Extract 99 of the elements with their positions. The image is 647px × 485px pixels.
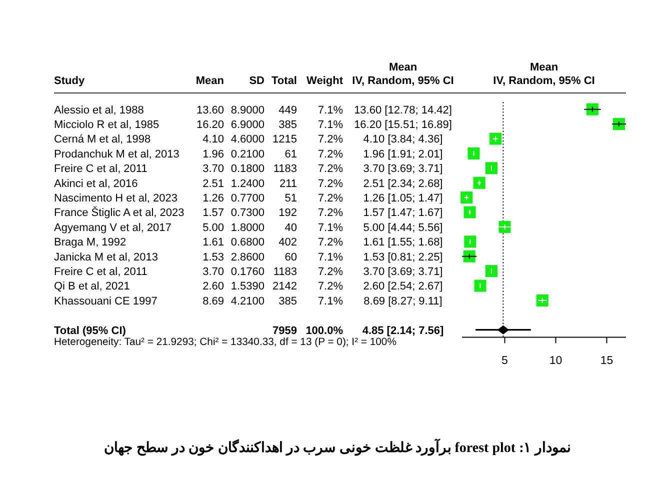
data-label: 7959 <box>272 324 297 337</box>
data-label: 1.53 [0.81; 2.25] <box>363 251 443 264</box>
data-label: 1.5390 <box>230 280 264 293</box>
y-tick-label: Total (95% CI) <box>54 324 126 337</box>
data-label: 7.1% <box>318 295 343 308</box>
data-label: 3.70 [3.69; 3.71] <box>363 266 443 278</box>
data-label: 7.1% <box>318 104 343 116</box>
data-label: 3.70 <box>202 266 224 278</box>
data-label: 1215 <box>272 134 297 146</box>
y-tick-label: Akinci et al, 2016 <box>54 178 138 190</box>
y-tick-label: Alessio et al, 1988 <box>54 104 144 116</box>
y-tick-label: Nascimento H et al, 2023 <box>54 192 178 204</box>
data-label: 1.96 [1.91; 2.01] <box>363 148 443 160</box>
data-label: 51 <box>284 192 297 204</box>
data-label: 2142 <box>272 280 297 293</box>
data-label: 449 <box>278 104 297 116</box>
y-tick-label: Freire C et al, 2011 <box>54 266 148 278</box>
data-label: 3.70 <box>202 163 224 176</box>
annotation: Heterogeneity: Tau² = 21.9293; Chi² = 13340.33, df = 13 (P = 0); I² = 100% <box>54 338 396 348</box>
data-label: 1.26 [1.05; 1.47] <box>363 192 443 204</box>
data-label: 60 <box>284 251 297 264</box>
y-tick-label: Janicka M et al, 2013 <box>54 251 158 264</box>
data-label: 2.60 <box>202 280 224 293</box>
y-tick-label: Cerná M et al, 1998 <box>54 134 151 146</box>
data-label: 2.51 <box>202 178 224 190</box>
data-label: 385 <box>278 118 297 131</box>
y-tick-label: Micciolo R et al, 1985 <box>54 118 160 131</box>
data-label: 4.6000 <box>230 134 264 146</box>
data-label: 0.7700 <box>230 192 264 204</box>
column-header: Total <box>272 75 297 87</box>
data-label: 0.1800 <box>230 163 264 176</box>
data-label: 8.9000 <box>230 104 264 116</box>
data-label: 8.69 [8.27; 9.11] <box>364 295 442 308</box>
data-label: 1.53 <box>202 251 224 264</box>
data-label: 100.0% <box>306 324 343 337</box>
column-header: SD <box>249 75 264 87</box>
data-label: 1.57 [1.47; 1.67] <box>363 207 443 220</box>
y-tick-label: France Štiglic A et al, 2023 <box>54 207 184 220</box>
data-label: 0.2100 <box>230 148 264 160</box>
data-label: 2.8600 <box>230 251 264 264</box>
data-label: 211 <box>279 178 297 190</box>
data-label: 1183 <box>273 266 297 278</box>
data-label: 7.2% <box>318 236 343 249</box>
y-tick-label: Prodanchuk M et al, 2013 <box>54 148 180 160</box>
data-label: 4.85 [2.14; 7.56] <box>362 324 444 337</box>
data-label: 1.61 <box>202 236 224 249</box>
data-label: 7.1% <box>318 251 343 264</box>
x-tick-label: 10 <box>549 355 562 367</box>
data-label: 7.2% <box>318 192 343 204</box>
data-label: 8.69 <box>202 295 224 308</box>
y-tick-label: Agyemang V et al, 2017 <box>54 222 172 234</box>
y-tick-label: Khassouani CE 1997 <box>54 295 158 308</box>
data-label: 7.1% <box>318 222 343 234</box>
data-label: 0.7300 <box>230 207 264 220</box>
data-label: 4.10 <box>202 134 224 146</box>
data-label: 7.2% <box>318 134 343 146</box>
data-label: 13.60 <box>196 104 224 116</box>
data-label: 7.2% <box>318 266 343 278</box>
y-tick-label: Braga M, 1992 <box>54 236 126 249</box>
data-label: 192 <box>278 207 297 220</box>
data-label: 61 <box>284 148 297 160</box>
data-label: 13.60 [12.78; 14.42] <box>354 104 452 116</box>
x-tick-label: 5 <box>502 355 508 367</box>
column-header: Mean IV, Random, 95% CI <box>352 62 454 87</box>
data-label: 1183 <box>273 163 297 176</box>
data-label: 385 <box>278 295 297 308</box>
data-label: 1.96 <box>202 148 224 160</box>
data-label: 6.9000 <box>230 118 264 131</box>
data-label: 5.00 [4.44; 5.56] <box>363 222 443 234</box>
data-label: 1.2400 <box>230 178 264 190</box>
data-label: 4.2100 <box>230 295 264 308</box>
data-label: 40 <box>284 222 297 234</box>
data-label: 7.2% <box>318 148 343 160</box>
data-label: 2.60 [2.54; 2.67] <box>363 280 443 293</box>
y-axis-title: Study <box>54 75 85 87</box>
x-axis-title: Mean IV, Random, 95% CI <box>493 62 595 87</box>
data-label: 0.1760 <box>230 266 264 278</box>
data-label: 1.61 [1.55; 1.68] <box>363 236 443 249</box>
data-label: 7.2% <box>318 178 343 190</box>
data-label: 16.20 <box>196 118 224 131</box>
column-header: Mean <box>196 75 224 87</box>
y-tick-label: Qi B et al, 2021 <box>54 280 130 293</box>
y-tick-label: Freire C et al, 2011 <box>54 163 148 176</box>
data-label: 402 <box>278 236 297 249</box>
data-label: 0.6800 <box>230 236 264 249</box>
data-label: 5.00 <box>202 222 224 234</box>
data-label: 7.2% <box>318 280 343 293</box>
x-tick-label: 15 <box>600 355 614 367</box>
data-label: 3.70 [3.69; 3.71] <box>363 163 443 176</box>
data-label: 7.2% <box>318 207 343 220</box>
data-label: 7.2% <box>318 163 343 176</box>
data-label: 4.10 [3.84; 4.36] <box>363 134 443 146</box>
data-label: 1.57 <box>202 207 224 220</box>
data-label: 1.8000 <box>230 222 264 234</box>
data-label: 2.51 [2.34; 2.68] <box>363 178 443 190</box>
data-label: 7.1% <box>318 118 343 131</box>
data-label: 16.20 [15.51; 16.89] <box>354 118 452 131</box>
column-header: Weight <box>306 75 343 87</box>
data-label: 1.26 <box>202 192 224 204</box>
